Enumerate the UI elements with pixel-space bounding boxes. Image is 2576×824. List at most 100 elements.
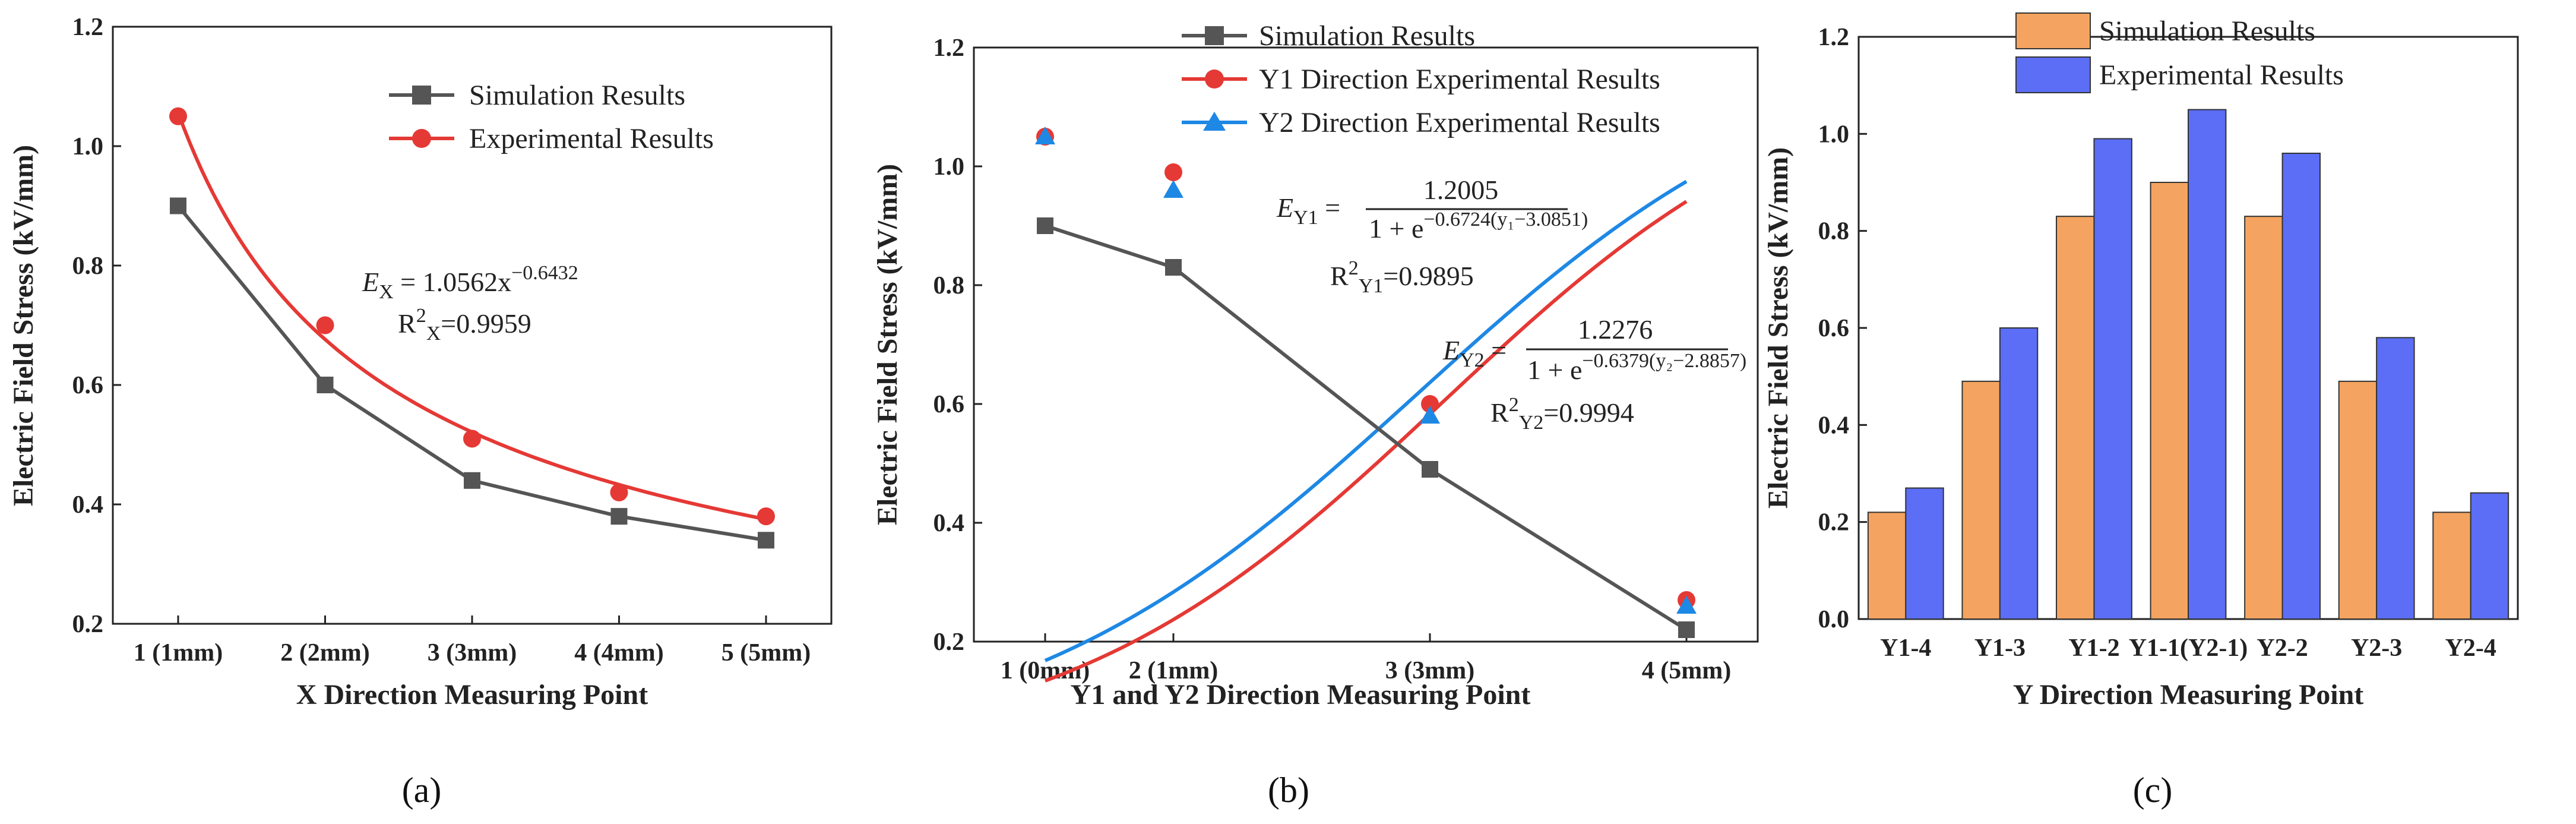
bar: [1867, 512, 1907, 620]
x-tick-label: Y1-2: [2068, 634, 2119, 662]
panel-b-fit-curves: [1044, 179, 1688, 683]
data-point: [610, 483, 628, 501]
panel-a-chart: 0.2 0.4 0.6 0.8 1.0 1.2 1 (1mm) 2 (2mm) 3 (3mm) 4…: [8, 14, 833, 810]
panel-c-legend-simulation: Simulation Results: [2099, 15, 2315, 47]
legend-marker-b-y2: [1203, 112, 1226, 131]
x-tick-label: 4 (5mm): [1642, 657, 1731, 684]
y-tick-label: 0.0: [1818, 606, 1850, 633]
eq-b1-numerator: 1.2005: [1423, 175, 1499, 205]
eq-b1-lhs-sub: Y1: [1293, 207, 1318, 229]
bar: [2432, 512, 2471, 620]
series-line-simulation: [1045, 224, 1688, 632]
x-tick-label: Y1-1(Y2-1): [2129, 634, 2248, 662]
x-tick-label: Y2-4: [2445, 634, 2496, 662]
r2-b1-value: =0.9895: [1383, 261, 1473, 291]
data-point: [1421, 395, 1439, 413]
bar: [2338, 380, 2378, 620]
panel-c-caption: (c): [2133, 771, 2173, 810]
panel-a-markers: [169, 107, 775, 549]
y-tick-label: 0.4: [933, 510, 965, 537]
panel-b-x-axis-title: Y1 and Y2 Direction Measuring Point: [1071, 679, 1531, 711]
panel-c-legend-experimental: Experimental Results: [2099, 59, 2344, 91]
data-point: [316, 316, 334, 334]
r2-b2-sup: 2: [1509, 394, 1519, 416]
r2-b2-value: =0.9994: [1543, 397, 1634, 428]
y-tick-label: 0.6: [1818, 315, 1850, 342]
y-tick-label: 0.8: [1818, 218, 1850, 245]
y-tick-label: 0.2: [933, 629, 965, 656]
panel-c-axes: 0.0 0.2 0.4 0.6 0.8 1.0 1.2 Y1-4 Y1-3 Y1-2 Y1-1(Y2…: [1818, 24, 2496, 662]
series-line-simulation: [176, 204, 767, 542]
y-tick-label: 0.4: [72, 491, 104, 519]
bar: [2150, 182, 2189, 620]
panel-c-bars: [1867, 109, 2509, 620]
legend-swatch-c-simulation: [2015, 12, 2091, 49]
r2-b1-prefix: R: [1330, 261, 1349, 291]
eq-a-rhs: = 1.0562x: [394, 267, 511, 297]
r2-b2-sub: Y2: [1519, 412, 1544, 434]
data-point: [170, 197, 186, 214]
eq-a-lhs-sub: X: [379, 281, 394, 303]
panel-b-y2-equation: EY2 = 1.2276 1 + e−0.6379(y₂−2.8857) R2Y…: [1442, 314, 1746, 434]
y-tick-label: 0.6: [72, 372, 104, 399]
y-tick-label: 0.8: [72, 252, 104, 280]
x-tick-label: Y2-2: [2257, 634, 2308, 662]
data-point: [1676, 596, 1697, 614]
x-tick-label: 5 (5mm): [721, 639, 811, 667]
bar: [2093, 138, 2132, 620]
panel-b-plot-frame: [973, 46, 1759, 643]
eq-b1-denominator: 1 + e−0.6724(y₁−3.0851): [1369, 209, 1588, 244]
bar: [2244, 216, 2283, 620]
bar: [2281, 153, 2321, 620]
data-point: [610, 508, 628, 525]
panel-b-chart: 0.20.40.60.81.01.21 (0mm) 2 (1mm) 3 (3mm) 4…: [872, 20, 1759, 810]
panel-b-caption: (b): [1268, 771, 1309, 810]
bar: [2056, 216, 2095, 620]
panel-c-x-axis-title: Y Direction Measuring Point: [2013, 679, 2364, 711]
eq-b2-lhs-sub: Y2: [1460, 349, 1485, 371]
panel-b-series-lines: [1045, 224, 1688, 632]
legend-marker-experimental: [412, 129, 431, 148]
y-tick-label: 0.2: [72, 611, 104, 638]
data-point: [757, 507, 775, 526]
panel-b-y1-r2: R2Y1=0.9895: [1330, 257, 1474, 297]
panel-a-series-lines: [176, 204, 767, 542]
eq-b2-lhs-text: EY2 =: [1442, 335, 1507, 371]
panel-a-legend: Simulation Results Experimental Results: [389, 80, 714, 154]
y-tick-label: 1.2: [933, 34, 965, 62]
legend-marker-b-y1: [1205, 70, 1224, 89]
data-point: [1420, 406, 1440, 424]
panel-c-chart: 0.0 0.2 0.4 0.6 0.8 1.0 1.2 Y1-4 Y1-3 Y1-2 Y1-1(Y2…: [1762, 12, 2519, 810]
data-point: [1165, 259, 1182, 276]
eq-b2-numerator: 1.2276: [1578, 314, 1653, 345]
data-point: [464, 472, 480, 489]
panel-a-fit-equation: EX = 1.0562x−0.6432 R2X=0.9959: [362, 262, 578, 345]
panel-b-legend-y1: Y1 Direction Experimental Results: [1259, 64, 1660, 95]
y-tick-label: 0.8: [933, 272, 965, 299]
eq-b1-lhs: E: [1276, 192, 1293, 223]
r2-b1-sub: Y1: [1359, 275, 1384, 297]
data-point: [1037, 217, 1053, 234]
y-tick-label: 1.2: [72, 14, 104, 41]
eq-b2-denominator: 1 + e−0.6379(y₂−2.8857): [1527, 350, 1746, 385]
x-tick-label: 3 (3mm): [1385, 657, 1474, 684]
legend-marker-b-simulation: [1205, 26, 1224, 45]
bar: [1905, 487, 1944, 620]
bar: [1961, 380, 2001, 620]
y-tick-label: 0.2: [1818, 509, 1850, 536]
y-tick-label: 1.0: [72, 133, 104, 160]
bar: [1999, 327, 2039, 620]
panel-a-caption: (a): [402, 771, 442, 810]
y-tick-label: 0.4: [1818, 412, 1850, 439]
data-point: [1163, 180, 1183, 198]
panel-b-fit-curve: [1044, 200, 1688, 683]
panel-a-equation: EX = 1.0562x−0.6432: [362, 262, 578, 303]
data-point: [1164, 163, 1182, 181]
legend-swatch-c-experimental: [2015, 56, 2091, 93]
y-tick-label: 1.0: [1818, 121, 1850, 148]
x-tick-label: Y2-3: [2351, 634, 2402, 662]
r2-a-prefix: R: [398, 308, 416, 339]
panel-b-legend: Simulation Results Y1 Direction Experime…: [1182, 20, 1660, 138]
panel-b-markers: [1035, 127, 1697, 638]
eq-b1-den-sup: −0.6724(y₁−3.0851): [1423, 209, 1588, 231]
